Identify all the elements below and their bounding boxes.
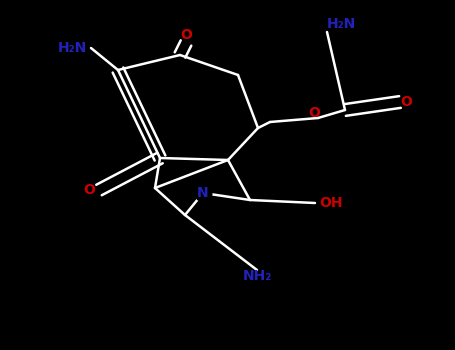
Text: OH: OH <box>319 196 343 210</box>
Text: O: O <box>400 95 412 109</box>
Text: O: O <box>180 28 192 42</box>
Text: H₂N: H₂N <box>58 41 87 55</box>
Text: O: O <box>83 183 95 197</box>
Text: O: O <box>308 106 320 120</box>
Text: NH₂: NH₂ <box>243 269 272 283</box>
Text: H₂N: H₂N <box>327 17 356 31</box>
Text: N: N <box>197 186 209 200</box>
